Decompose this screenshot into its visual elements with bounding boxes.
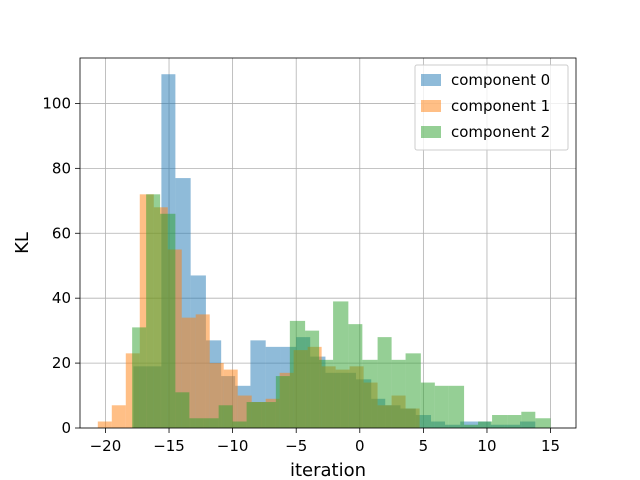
y-axis-label: KL <box>12 232 33 254</box>
y-tick-label: 80 <box>52 159 71 177</box>
bars <box>97 74 551 428</box>
histogram-bar <box>289 320 306 428</box>
x-tick-label: 0 <box>355 437 365 455</box>
histogram-bar <box>434 385 449 428</box>
histogram-bar <box>464 424 479 428</box>
x-axis-label: iteration <box>290 460 366 480</box>
histogram-bar <box>391 359 406 428</box>
legend-box <box>414 64 569 151</box>
legend-label: component 2 <box>451 123 550 141</box>
histogram-bar <box>146 194 161 428</box>
x-tick-label: −15 <box>153 437 185 455</box>
histogram-bar <box>246 402 262 428</box>
histogram-bar <box>448 385 465 428</box>
histogram-bar <box>195 314 210 428</box>
histogram-bar <box>377 337 392 428</box>
legend-label: component 0 <box>451 71 550 89</box>
histogram-bar <box>203 418 219 428</box>
histogram-bar <box>175 392 190 428</box>
plot-frame <box>79 57 577 429</box>
histogram-bar <box>420 382 435 428</box>
x-tick-label: 10 <box>477 437 496 455</box>
x-tick-label: −10 <box>217 437 249 455</box>
x-tick-label: 5 <box>419 437 429 455</box>
histogram-bar <box>305 330 320 428</box>
histogram-bar <box>478 421 493 428</box>
legend-swatch <box>421 126 441 138</box>
histogram-bar <box>97 421 112 428</box>
x-tick-label: −5 <box>285 437 307 455</box>
histogram-bar <box>189 418 204 428</box>
histogram-bar <box>111 405 126 428</box>
legend-swatch <box>421 74 441 86</box>
histogram-bar <box>160 213 176 428</box>
y-tick-label: 100 <box>42 94 71 112</box>
y-axis-ticks: 0 20 40 60 80 100 <box>42 94 80 437</box>
x-axis-ticks: −20 −15 −10 −5 0 5 10 15 <box>90 428 560 455</box>
histogram-bar <box>275 376 290 428</box>
legend-label: component 1 <box>451 97 550 115</box>
histogram-bar <box>333 301 349 428</box>
y-tick-label: 0 <box>61 419 71 437</box>
histogram-bar <box>507 415 522 428</box>
histogram-bar <box>261 402 276 428</box>
histogram-bar <box>521 411 536 428</box>
histogram-bar <box>348 324 363 428</box>
y-tick-label: 40 <box>52 289 71 307</box>
y-tick-label: 60 <box>52 224 71 242</box>
histogram-bar <box>132 327 147 428</box>
x-tick-label: −20 <box>90 437 122 455</box>
histogram-bar <box>232 421 247 428</box>
series-component-2 <box>132 194 551 428</box>
histogram-bar <box>405 353 421 428</box>
histogram-bar <box>362 359 378 428</box>
x-tick-label: 15 <box>541 437 560 455</box>
histogram-bar <box>492 415 508 428</box>
histogram-bar <box>218 405 233 428</box>
legend: component 0 component 1 component 2 <box>414 64 569 151</box>
histogram-bar <box>535 418 551 428</box>
legend-swatch <box>421 100 441 112</box>
histogram-bar <box>319 359 334 428</box>
y-tick-label: 20 <box>52 354 71 372</box>
